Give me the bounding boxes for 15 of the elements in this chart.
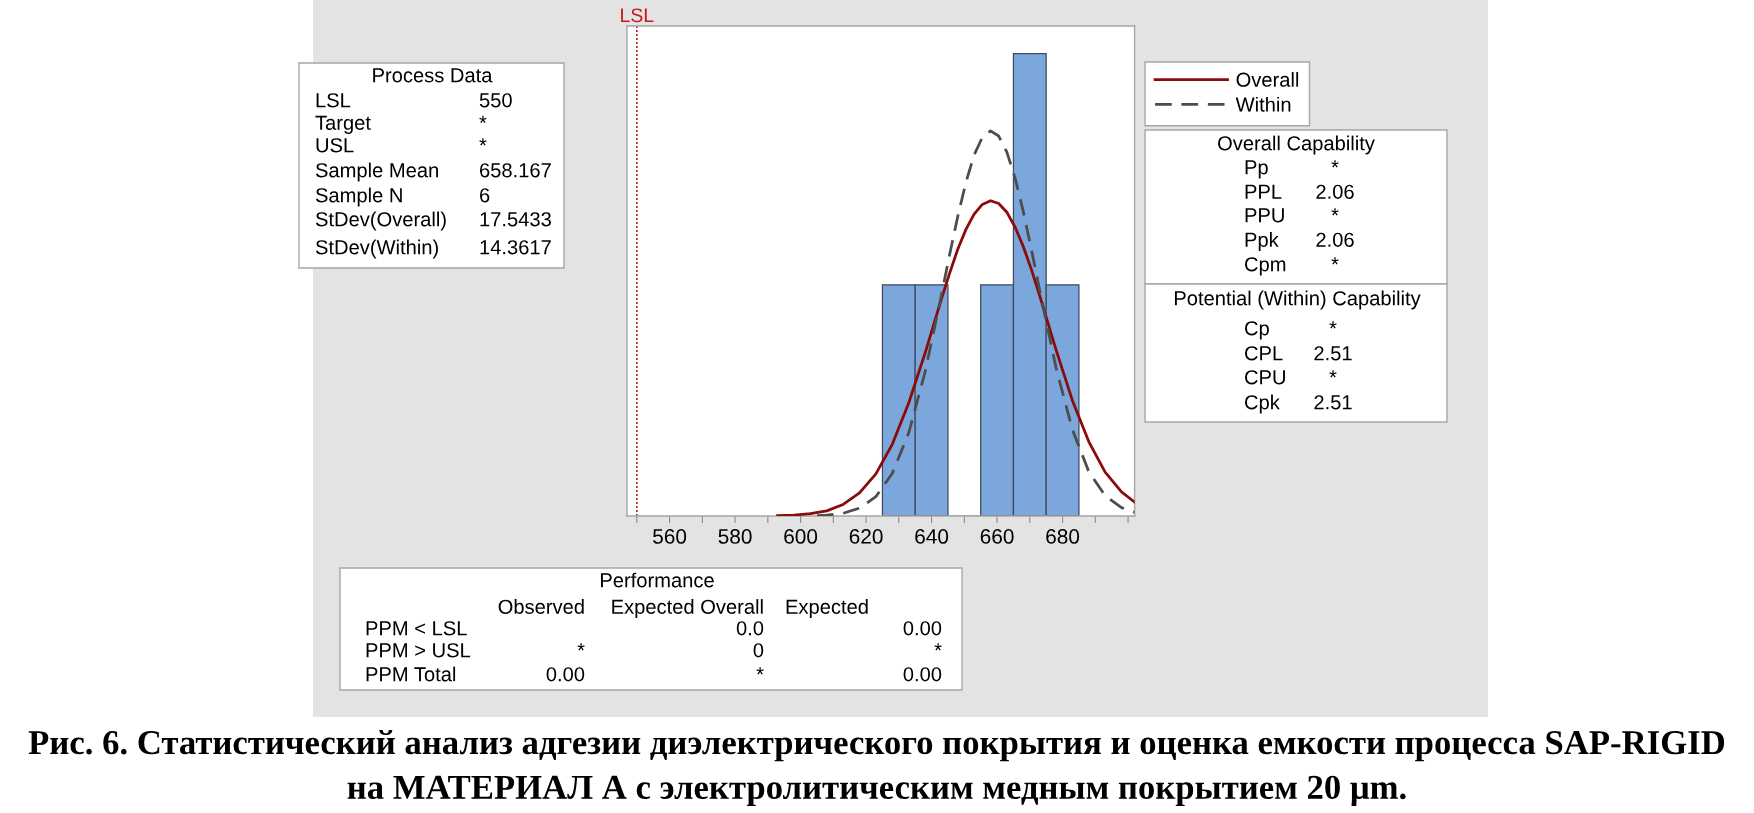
x-tick-label: 560 — [653, 529, 687, 544]
text: Рис. 6. Статистический анализ адгезии диэлектрического покрытия и оценка емкости процесса SAP-RIGID на МАТЕРИАЛ А с электролитическим медным покрытием 20 μm. — [28, 730, 1725, 807]
x-tick-label: 600 — [784, 529, 818, 544]
ref-line-label: LSL — [621, 8, 654, 23]
legend-label: Overall — [1236, 72, 1299, 87]
text: Potential (Within) Capability Cp * CPL 2.51 CPU * Cpk 2.51 — [1174, 290, 1421, 414]
text: Overall Capability Pp * PPL 2.06 PPU * Ppk 2.06 Cpm * — [1218, 135, 1375, 276]
x-tick-label: 660 — [980, 529, 1014, 544]
text: Process Data LSL 550 Target * USL * Sample Mean 658.167 Sample N 6 StDev(Overall) 17.5433 StDev(Within) 14.3617 — [315, 68, 551, 259]
legend-label: Within — [1235, 96, 1291, 112]
x-tick-label: 580 — [718, 529, 752, 544]
x-tick-label: 680 — [1046, 529, 1080, 544]
x-tick-label: 640 — [915, 529, 949, 544]
text: Performance Observed Expected Overall Expected PPM < LSL 0.0 0.00 PPM > USL * 0 * PPM Total 0.00 * 0.00 — [366, 572, 942, 682]
x-tick-label: 620 — [849, 529, 883, 544]
